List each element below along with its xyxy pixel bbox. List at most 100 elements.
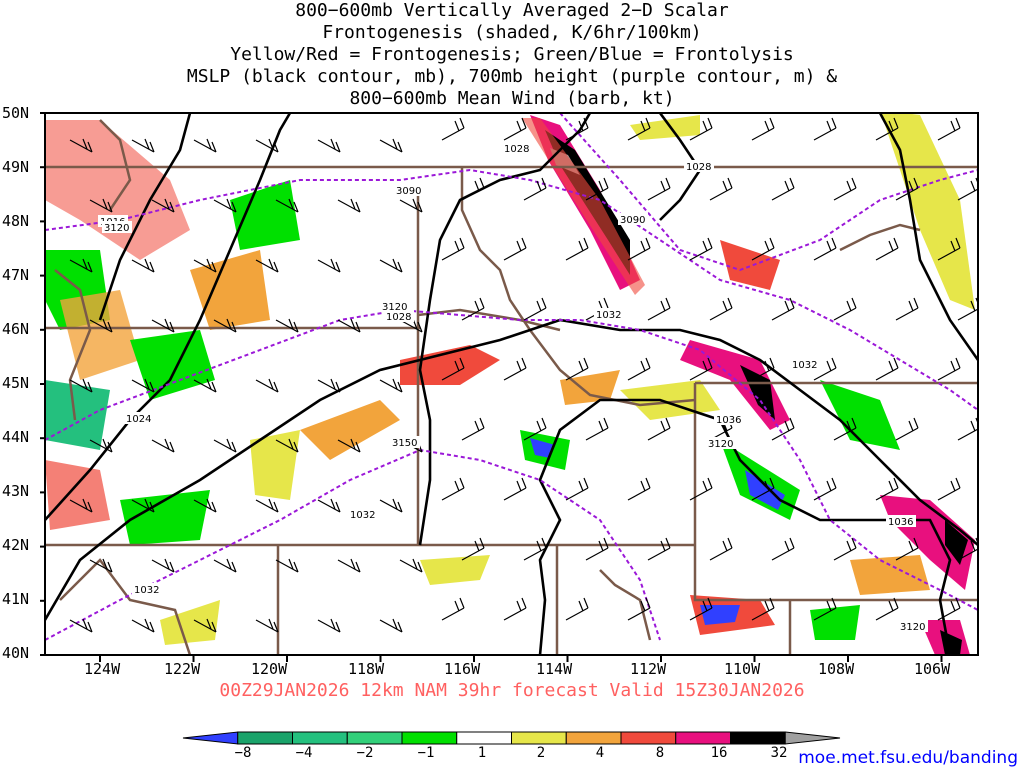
- wind-barb: [503, 357, 527, 381]
- wind-barb: [565, 237, 589, 261]
- lon-label: 116W: [444, 660, 481, 678]
- lon-label: 118W: [348, 660, 385, 678]
- wind-barb: [69, 258, 93, 273]
- wind-barb: [379, 618, 403, 633]
- wind-barb: [895, 417, 919, 441]
- colorbar-swatch: [237, 731, 293, 745]
- wind-barb: [813, 357, 837, 381]
- colorbar-swatch: [675, 731, 731, 745]
- title-line: MSLP (black contour, mb), 700mb height (…: [186, 66, 838, 87]
- wind-barb: [131, 138, 155, 153]
- wind-barb: [89, 198, 113, 213]
- wind-barb: [523, 537, 547, 561]
- mslp-label: 1028: [686, 162, 711, 173]
- wind-barb: [193, 498, 217, 513]
- wind-barb: [131, 258, 155, 273]
- wind-barb: [565, 477, 589, 501]
- wind-barb: [957, 297, 978, 321]
- wind-barb: [937, 237, 961, 261]
- wind-barb: [379, 258, 403, 273]
- wind-barb: [895, 297, 919, 321]
- wind-barb: [585, 537, 609, 561]
- wind-barb: [461, 297, 485, 321]
- lon-label: 120W: [251, 660, 288, 678]
- lon-label: 106W: [914, 660, 951, 678]
- wind-barb: [193, 138, 217, 153]
- wind-barb: [689, 357, 713, 381]
- colorbar-swatch: [182, 731, 239, 745]
- wind-barb: [813, 237, 837, 261]
- mslp-label: 1036: [888, 517, 913, 528]
- wind-barb: [213, 558, 237, 573]
- wind-barb: [833, 297, 857, 321]
- wind-barb: [317, 378, 341, 393]
- wind-barb: [131, 618, 155, 633]
- lon-label: 110W: [724, 660, 761, 678]
- wind-barb: [751, 117, 775, 141]
- wind-barb: [317, 138, 341, 153]
- wind-barb: [337, 558, 361, 573]
- wind-barb: [751, 357, 775, 381]
- wind-barb: [255, 138, 279, 153]
- wind-barb: [503, 477, 527, 501]
- lat-label: 41N: [2, 590, 30, 608]
- wind-barb: [69, 618, 93, 633]
- wind-barb: [647, 297, 671, 321]
- wind-barb: [565, 117, 589, 141]
- wind-barb: [213, 198, 237, 213]
- wind-barb: [647, 537, 671, 561]
- wind-barb: [771, 537, 795, 561]
- wind-barb: [441, 597, 465, 621]
- colorbar-label: −2: [356, 745, 374, 761]
- mslp-label: 1036: [716, 415, 741, 426]
- wind-barb: [337, 438, 361, 453]
- wind-barb: [503, 117, 527, 141]
- wind-barb: [647, 177, 671, 201]
- colorbar-swatch: [730, 731, 786, 745]
- lon-label: 122W: [164, 660, 201, 678]
- colorbar-label: 32: [770, 745, 788, 761]
- wind-barb: [151, 438, 175, 453]
- wind-barb: [957, 417, 978, 441]
- lat-label: 45N: [2, 374, 30, 392]
- wind-barb: [585, 177, 609, 201]
- colorbar-swatch: [784, 731, 841, 745]
- wind-barb: [565, 597, 589, 621]
- mslp-contours: [45, 113, 978, 655]
- wind-barb: [771, 177, 795, 201]
- wind-barb: [317, 618, 341, 633]
- mslp-label: 1032: [350, 510, 375, 521]
- wind-barb: [751, 237, 775, 261]
- mslp-label: 1032: [134, 585, 159, 596]
- wind-barb: [627, 597, 651, 621]
- wind-barb: [813, 477, 837, 501]
- colorbar-swatch: [346, 731, 403, 745]
- wind-barb: [275, 438, 299, 453]
- lat-label: 43N: [2, 482, 30, 500]
- lon-label: 124W: [84, 660, 121, 678]
- height-label: 3150: [392, 438, 417, 449]
- colorbar-swatch: [401, 731, 458, 745]
- wind-barb: [89, 438, 113, 453]
- credit-link[interactable]: moe.met.fsu.edu/banding: [798, 748, 1018, 768]
- colorbar-label: 16: [710, 745, 728, 761]
- lon-label: 112W: [630, 660, 667, 678]
- wind-barb: [751, 477, 775, 501]
- wind-barb: [709, 537, 733, 561]
- title-line: Yellow/Red = Frontogenesis; Green/Blue =…: [230, 44, 794, 65]
- wind-barb: [689, 597, 713, 621]
- title-line: 800−600mb Vertically Averaged 2−D Scalar: [295, 0, 729, 21]
- wind-barb: [813, 117, 837, 141]
- axis-ticks: [40, 112, 943, 662]
- wind-barb: [771, 417, 795, 441]
- colorbar-label: −1: [417, 745, 435, 761]
- wind-barb: [689, 117, 713, 141]
- wind-barb: [193, 618, 217, 633]
- map-title: 800−600mb Vertically Averaged 2−D Scalar…: [0, 0, 1024, 110]
- wind-barb: [337, 198, 361, 213]
- wind-barb: [69, 498, 93, 513]
- wind-barb: [627, 357, 651, 381]
- wind-barb: [255, 618, 279, 633]
- wind-barb: [255, 498, 279, 513]
